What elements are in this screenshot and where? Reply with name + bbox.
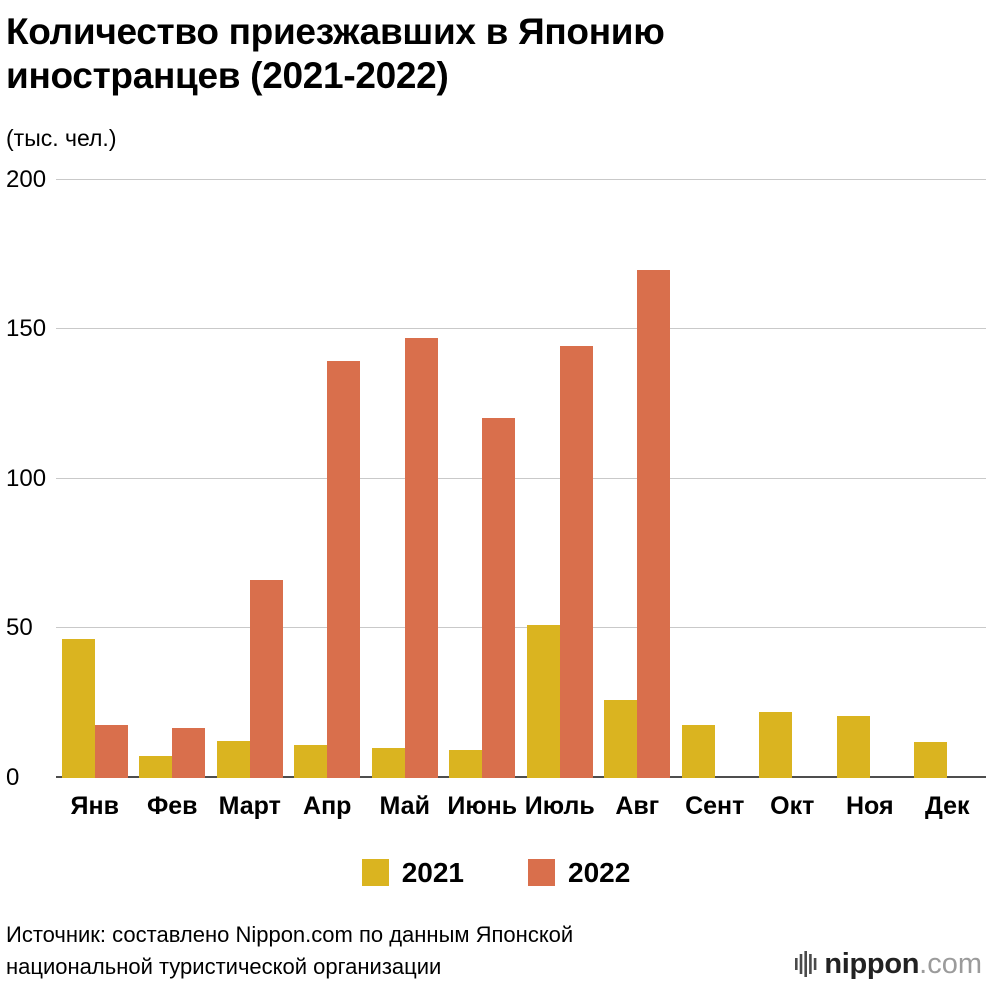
x-axis-label-9: Сент (685, 791, 745, 820)
gridline-100 (56, 477, 986, 479)
bar-groups (56, 180, 986, 778)
gridline-150 (56, 328, 986, 330)
bar-2021-month-3 (216, 741, 250, 778)
y-tick-100: 100 (6, 464, 47, 492)
y-tick-50: 50 (6, 614, 33, 642)
bar-group-9 (676, 180, 754, 778)
logo-domain: .com (919, 947, 982, 980)
plot-area: 0 50 100 150 200 (6, 167, 986, 789)
bar-group-6 (444, 180, 522, 778)
bar-2022-month-3 (249, 580, 283, 778)
x-axis-label-1: Янв (70, 791, 119, 820)
y-axis-unit-label: (тыс. чел.) (6, 124, 117, 151)
legend-swatch-2021 (361, 859, 389, 887)
bar-2021-month-9 (681, 724, 715, 778)
y-tick-150: 150 (6, 315, 47, 343)
bar-2022-month-2 (172, 727, 206, 778)
x-axis-label-4: Апр (303, 791, 352, 820)
chart-title: Количество приезжавших в Японию иностран… (6, 11, 665, 97)
bar-group-4 (289, 180, 367, 778)
x-axis-label-3: Март (218, 791, 281, 820)
bar-group-7 (521, 180, 599, 778)
x-axis-line (56, 775, 986, 778)
bar-2021-month-8 (604, 700, 638, 778)
x-axis-label-8: Авг (615, 791, 660, 820)
x-axis-label-7: Июль (524, 791, 595, 820)
bar-group-8 (599, 180, 677, 778)
legend: 2021 2022 (6, 857, 986, 889)
bar-group-5 (366, 180, 444, 778)
bar-2022-month-6 (482, 417, 516, 778)
legend-item-2022: 2022 (528, 857, 630, 889)
bar-group-12 (909, 180, 987, 778)
chart-area: 0 50 100 150 200 Янв Фев Март Апр Май Июнь Июль Авг… (6, 167, 986, 821)
legend-label-2021: 2021 (401, 856, 464, 888)
bar-2021-month-11 (836, 715, 870, 778)
nippon-logo-icon (795, 951, 817, 978)
y-tick-0: 0 (6, 763, 20, 791)
nippon-logo: nippon.com (795, 948, 982, 981)
bar-2021-month-4 (294, 745, 328, 778)
bar-2021-month-6 (449, 749, 483, 778)
x-axis-label-5: Май (379, 791, 430, 820)
bar-2022-month-4 (327, 360, 361, 778)
x-axis-label-11: Ноя (845, 791, 894, 820)
x-axis-label-12: Дек (924, 791, 970, 820)
bar-2021-month-12 (914, 741, 948, 778)
x-axis-label-2: Фев (146, 791, 198, 820)
logo-text: nippon.com (824, 948, 982, 981)
footer: Источник: составлено Nippon.com по данны… (6, 919, 986, 983)
bar-group-2 (134, 180, 212, 778)
y-tick-200: 200 (6, 165, 47, 193)
bar-group-1 (56, 180, 134, 778)
bar-2022-month-5 (404, 338, 438, 778)
bar-2022-month-1 (94, 724, 128, 778)
gridline-200 (56, 178, 986, 180)
logo-name: nippon (824, 947, 920, 980)
bar-2021-month-7 (526, 625, 560, 778)
x-axis-labels: Янв Фев Март Апр Май Июнь Июль Авг Сент Окт Ноя Дек (56, 792, 986, 821)
bar-group-10 (754, 180, 832, 778)
legend-label-2022: 2022 (568, 856, 631, 888)
x-axis-label-6: Июнь (447, 791, 518, 820)
bar-2021-month-5 (371, 747, 405, 778)
source-note: Источник: составлено Nippon.com по данны… (6, 921, 574, 979)
bar-2021-month-2 (139, 755, 173, 778)
bar-group-3 (211, 180, 289, 778)
bar-2022-month-7 (559, 345, 593, 778)
gridline-50 (56, 627, 986, 629)
x-axis-label-10: Окт (770, 791, 815, 820)
bar-2021-month-1 (61, 638, 95, 778)
bar-group-11 (831, 180, 909, 778)
legend-swatch-2022 (528, 859, 555, 887)
bar-2021-month-10 (759, 711, 793, 778)
bar-2022-month-8 (637, 270, 671, 778)
legend-item-2021: 2021 (361, 856, 464, 889)
